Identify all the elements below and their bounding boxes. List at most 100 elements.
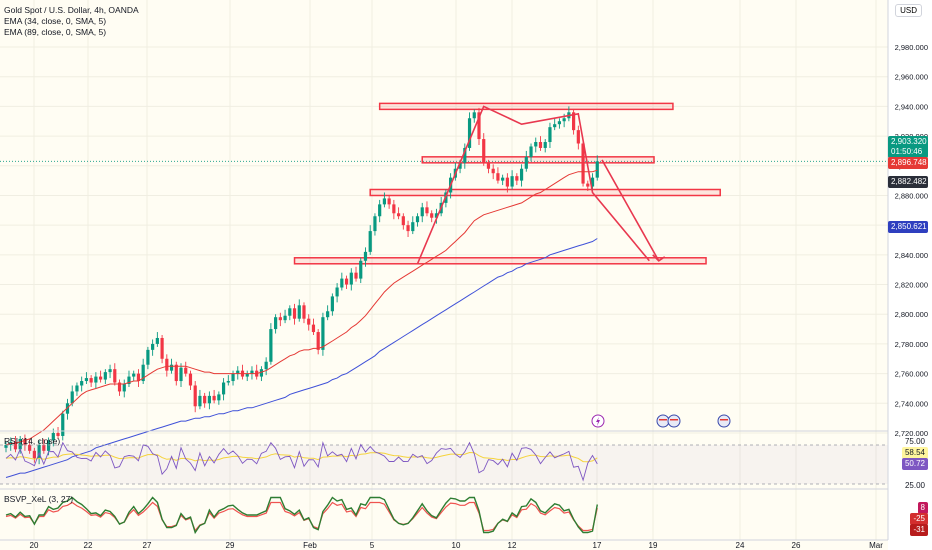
rsi-label[interactable]: RSI (14, close) (4, 436, 61, 446)
candle-body (378, 204, 382, 217)
candle-body (297, 305, 301, 319)
candle-body (363, 251, 368, 261)
candle-body (505, 177, 509, 187)
candle-body (576, 130, 580, 144)
candle-body (557, 121, 562, 125)
candle-body (368, 231, 372, 252)
candle-body (330, 296, 334, 312)
zone-rect (369, 188, 721, 197)
candle-body (274, 317, 278, 330)
candle-body (515, 176, 519, 181)
candle-body (207, 395, 211, 404)
last-price: 2,903.320 (891, 137, 927, 146)
price-tick-label: 2,980.000 (895, 43, 928, 52)
candle-body (411, 222, 415, 232)
candle-body (46, 440, 51, 451)
zone-rect (421, 156, 655, 164)
bsvp-value-3: -31 (910, 524, 928, 536)
candle-body (529, 146, 533, 157)
flag-stripe (659, 419, 667, 421)
candle-body (477, 112, 481, 140)
candle-body (524, 156, 528, 169)
candle-body (259, 369, 264, 377)
candle-body (136, 373, 141, 382)
candle-body (245, 373, 249, 377)
candle-body (198, 395, 202, 407)
pattern-drawing (416, 105, 666, 265)
us-flag-event-icon (656, 414, 670, 428)
time-tick-label: 12 (508, 541, 517, 550)
candle-body (387, 198, 391, 205)
candle-body (4, 444, 8, 448)
candle-body (420, 207, 424, 217)
price-tick-label: 2,940.000 (895, 102, 928, 111)
time-tick-label: 24 (736, 541, 745, 550)
rsi-ma-tag: 58.54 (901, 447, 928, 459)
candle-body (396, 213, 401, 217)
candle-body (231, 373, 235, 382)
ema34-price-tag: 2,896.748 (888, 157, 928, 169)
candle-body (221, 382, 226, 395)
candle-body (425, 207, 429, 214)
symbol-title[interactable]: Gold Spot / U.S. Dollar, 4h, OANDA (4, 5, 139, 15)
time-tick-label: Feb (303, 541, 317, 550)
candle-body (217, 394, 221, 401)
time-tick-label: 10 (452, 541, 461, 550)
candle-body (340, 278, 344, 288)
time-tick-label: Mar (869, 541, 883, 550)
candle-body (491, 168, 495, 174)
candle-body (278, 317, 282, 321)
candle-body (406, 225, 410, 232)
bsvp-label[interactable]: BSVP_XeL (3, 27) (4, 494, 74, 504)
candle-body (65, 403, 70, 414)
candle-body (349, 272, 353, 285)
candle-body (543, 142, 547, 148)
candle-body (188, 373, 193, 386)
level-price-tag: 2,882.482 (888, 176, 928, 188)
candle-body (538, 142, 543, 148)
candle-body (595, 161, 599, 178)
candle-body (501, 177, 505, 181)
candle-body (212, 395, 216, 401)
candle-body (486, 162, 491, 169)
currency-button[interactable]: USD (895, 4, 922, 17)
time-tick-label: 20 (30, 541, 39, 550)
candle-body (562, 118, 566, 122)
candle-body (160, 337, 164, 359)
candle-body (226, 381, 230, 383)
candle-body (581, 143, 585, 184)
candle-body (482, 139, 486, 163)
candle-body (127, 376, 131, 385)
time-axis[interactable]: 20 22 27 29 Feb 5 10 12 17 19 24 26 Mar (0, 539, 888, 550)
time-tick-label: 19 (649, 541, 658, 550)
candle-body (302, 305, 306, 319)
ema89-legend[interactable]: EMA (89, close, 0, SMA, 5) (4, 27, 107, 37)
ema34-legend[interactable]: EMA (34, close, 0, SMA, 5) (4, 16, 107, 26)
candle-body (32, 450, 36, 459)
rsi-ma-line (5, 451, 598, 463)
price-tick-label: 2,800.000 (895, 310, 928, 319)
price-tick-label: 2,880.000 (895, 191, 928, 200)
zone-rect (293, 257, 707, 265)
price-tick-label: 2,960.000 (895, 73, 928, 82)
candle-body (382, 198, 386, 205)
last-price-tag: 2,903.320 01:50:46 (888, 136, 928, 158)
candle-body (354, 272, 358, 279)
candle-body (203, 395, 207, 404)
price-tick-label: 2,720.000 (895, 429, 928, 438)
candle-body (321, 317, 325, 350)
candle-body (307, 318, 311, 325)
time-tick-label: 26 (792, 541, 801, 550)
candle-body (165, 358, 169, 371)
candle-body (311, 324, 316, 333)
time-tick-label: 22 (84, 541, 93, 550)
candle-body (70, 391, 74, 404)
candle-body (519, 168, 524, 181)
candle-body (250, 370, 254, 374)
us-flag-event-icon (667, 414, 681, 428)
event-icons (591, 414, 731, 428)
candle-body (316, 332, 320, 350)
price-tick-label: 2,820.000 (895, 281, 928, 290)
bsvp-main-line (5, 496, 598, 535)
